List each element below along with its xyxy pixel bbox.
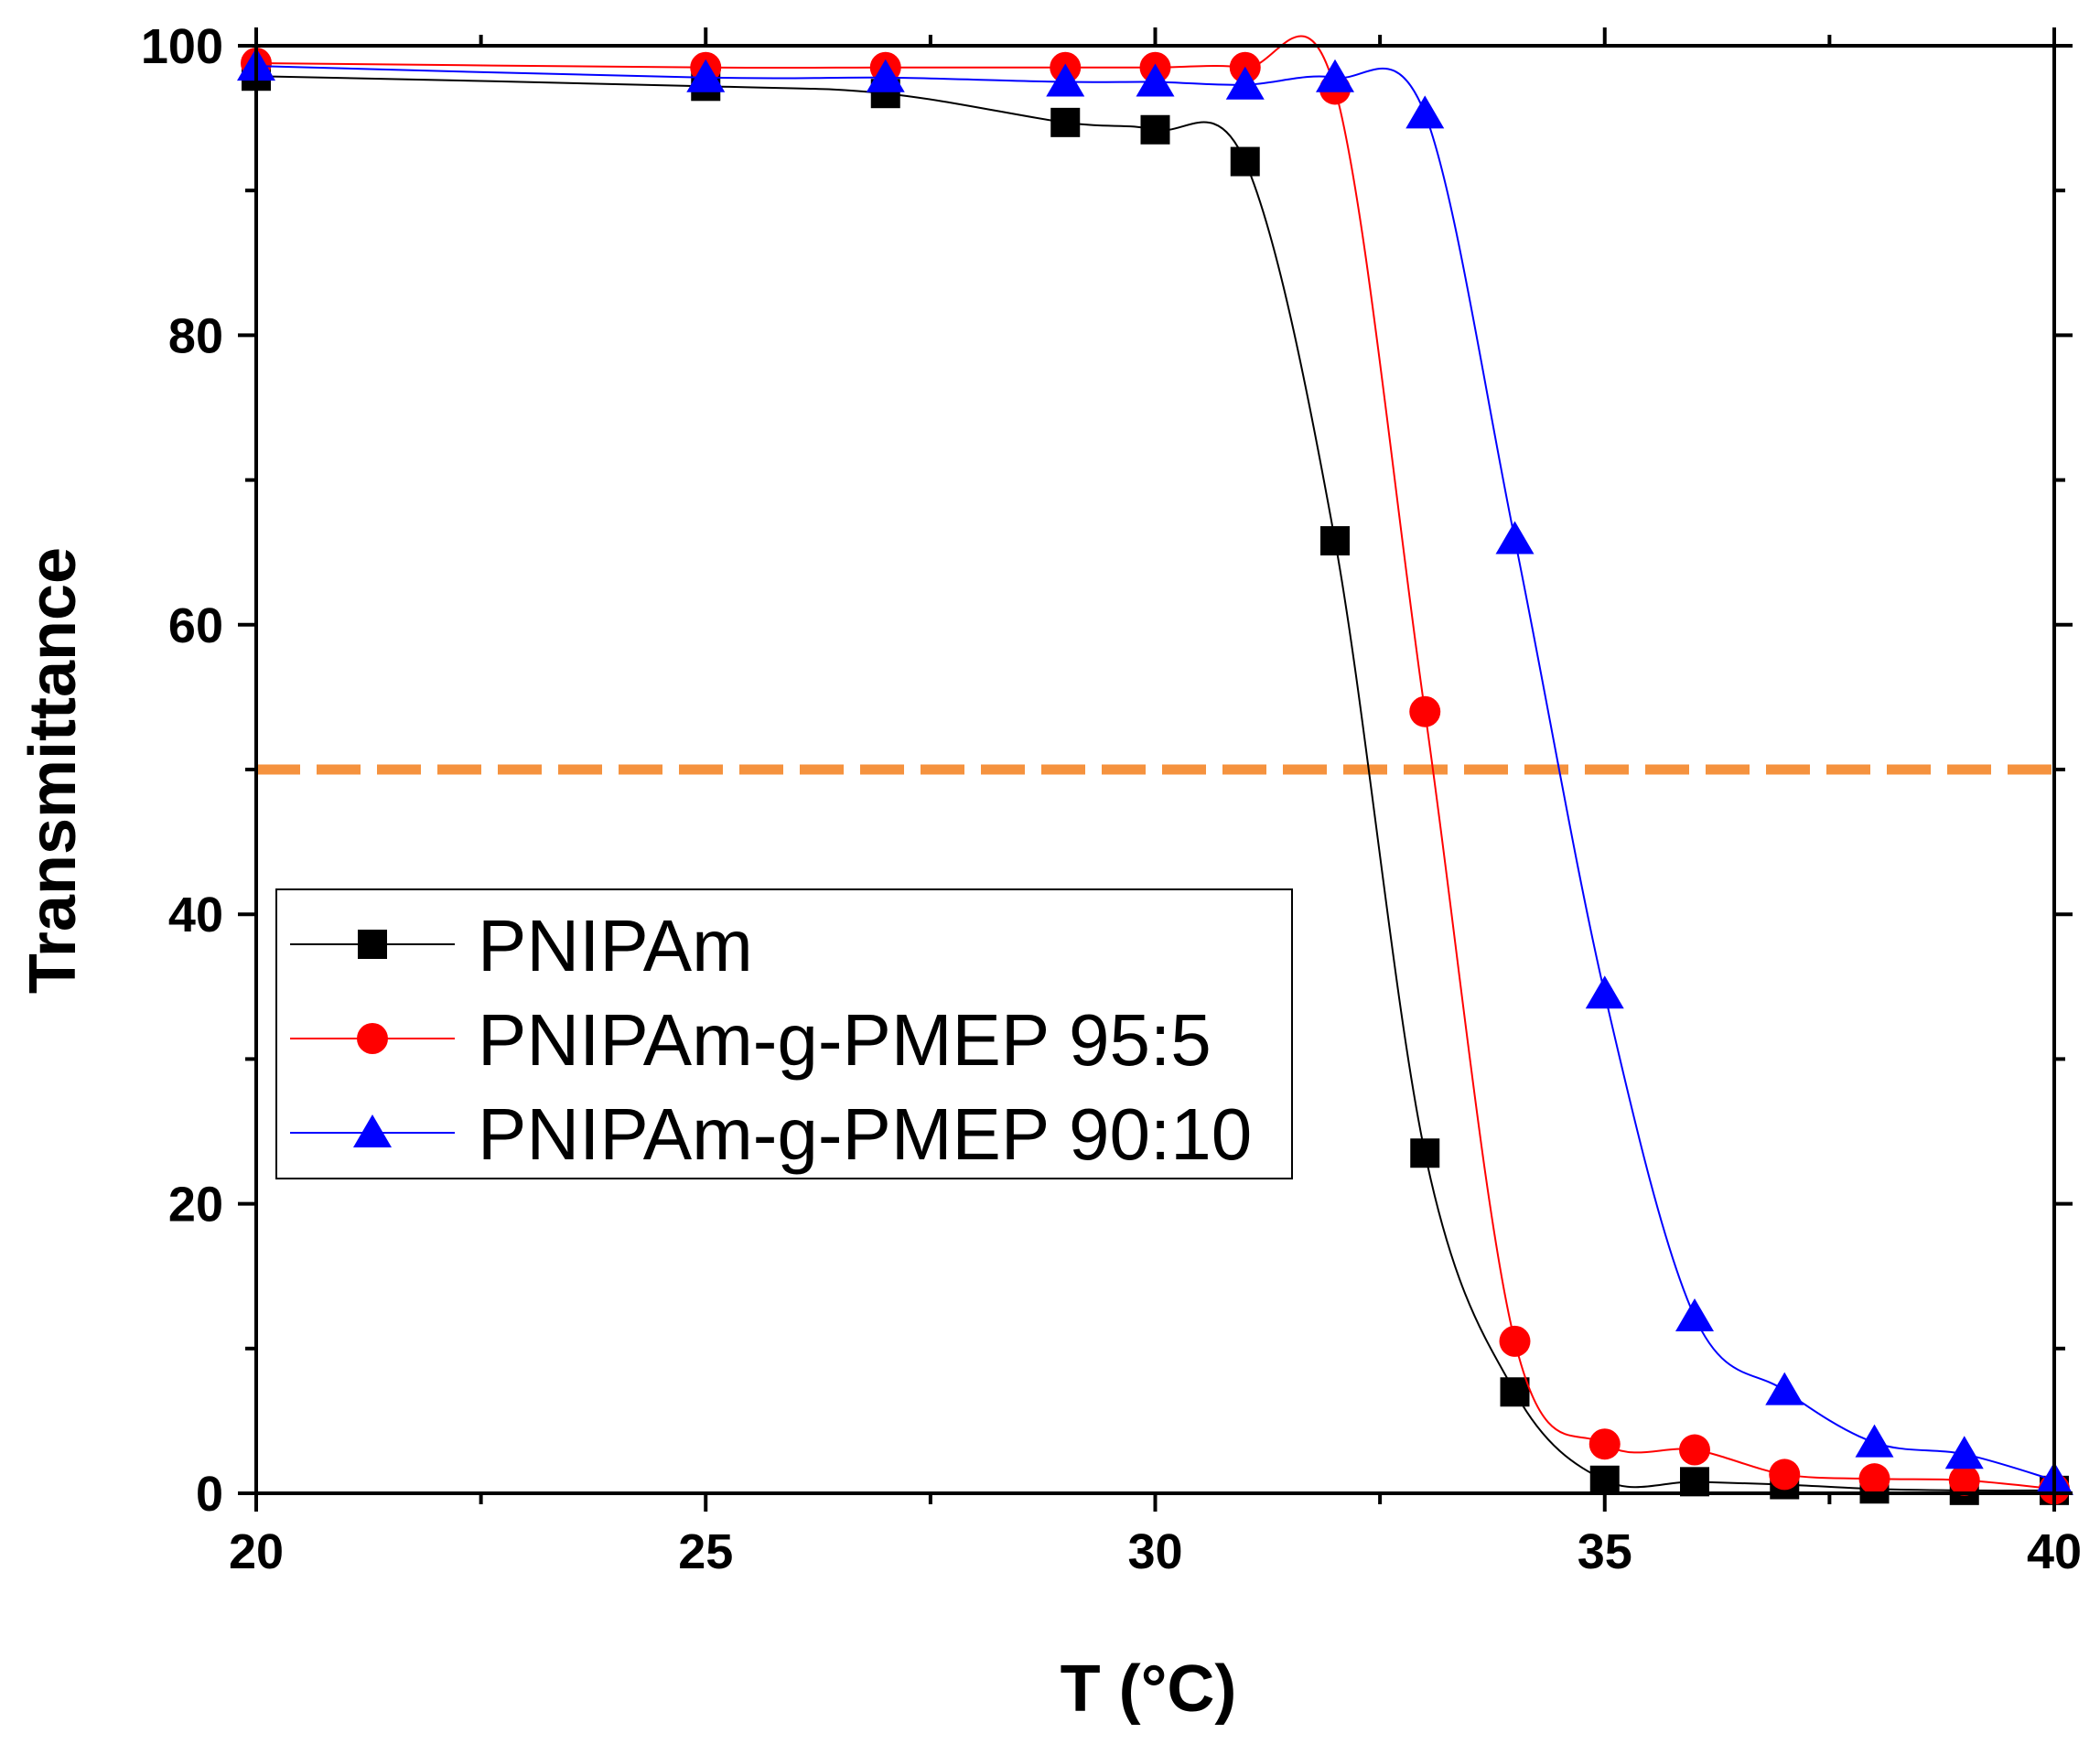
data-point [866,59,905,92]
data-point [1225,66,1265,100]
data-point [1944,1436,1984,1469]
data-point [686,59,726,92]
data-point [1410,1138,1440,1168]
x-axis-title: T (°C) [1061,1652,1237,1726]
data-point [1589,1465,1620,1495]
legend-label: PNIPAm [478,905,753,986]
y-tick-label: 20 [168,1178,223,1233]
x-tick-label: 40 [2027,1524,2082,1579]
data-point [1409,695,1441,727]
data-point [1588,1428,1621,1460]
data-point [1320,526,1350,556]
data-point [1050,107,1081,137]
data-point [1230,146,1260,177]
y-tick-label: 0 [196,1467,223,1522]
legend-marker [358,930,387,959]
legend: PNIPAm PNIPAm-g-PMEP 95:5 PNIPAm-g-PMEP 90… [275,888,1293,1179]
x-tick-label: 25 [678,1524,733,1579]
data-point [1858,1463,1890,1495]
data-point [1405,95,1445,129]
y-tick-label: 60 [168,598,223,653]
data-point [1499,1325,1531,1357]
legend-marker [353,1114,392,1147]
legend-item: PNIPAm-g-PMEP 95:5 [290,999,1212,1081]
data-point [1495,521,1535,554]
legend-label: PNIPAm-g-PMEP 90:10 [478,1093,1252,1175]
legend-box [275,888,1293,1179]
data-point [1769,1459,1801,1491]
axes-layer [238,27,2073,1512]
x-tick-label: 20 [229,1524,284,1579]
x-tick-label: 35 [1578,1524,1632,1579]
data-point [1855,1424,1894,1458]
data-point [1046,63,1085,97]
data-point [1140,114,1170,145]
legend-item: PNIPAm [290,905,753,986]
data-point [1136,63,1175,97]
data-point [1675,1297,1714,1331]
y-tick-label: 40 [168,888,223,942]
data-point [1679,1434,1710,1466]
y-tick-label: 100 [141,19,223,74]
data-point [1500,1377,1530,1407]
x-tick-label: 30 [1127,1524,1182,1579]
data-point [1316,59,1354,92]
series-line [255,75,2055,1491]
data-point [1585,975,1624,1009]
series-triangle [237,48,2073,1495]
y-axis-title: Transmittance [16,547,90,994]
data-point [1948,1464,1980,1496]
legend-label: PNIPAm-g-PMEP 95:5 [478,999,1212,1081]
y-tick-label: 80 [168,308,223,363]
data-point [1765,1372,1804,1405]
legend-item: PNIPAm-g-PMEP 90:10 [290,1093,1252,1175]
legend-marker [357,1023,388,1054]
